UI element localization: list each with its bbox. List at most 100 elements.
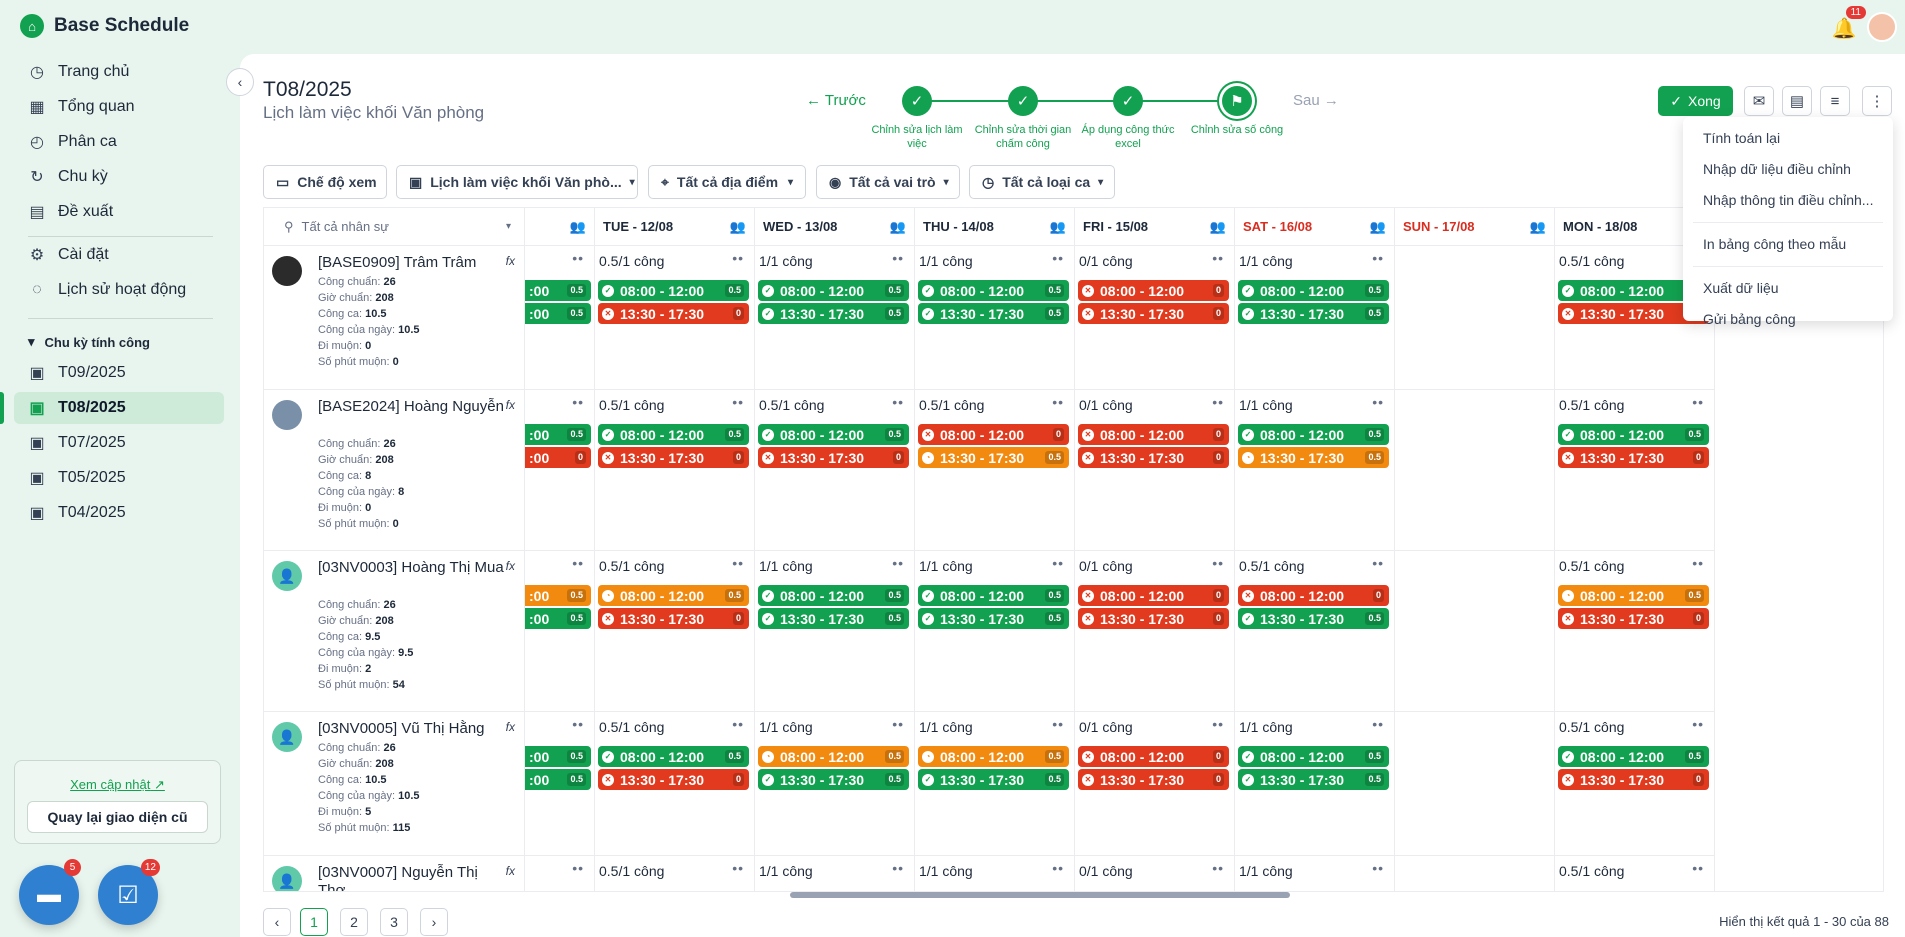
brand[interactable]: ⌂ Base Schedule bbox=[20, 14, 189, 38]
sidebar-item-cycle[interactable]: ↻ Chu kỳ bbox=[14, 161, 224, 193]
sidebar-cycle-t07[interactable]: ▣ T07/2025 bbox=[14, 427, 224, 459]
back-old-ui-button[interactable]: Quay lại giao diện cũ bbox=[27, 801, 208, 833]
cell-menu-icon[interactable]: •• bbox=[1372, 250, 1384, 266]
formula-icon[interactable]: fx bbox=[505, 398, 515, 412]
cell-menu-icon[interactable]: •• bbox=[572, 716, 584, 732]
shift-chip[interactable]: ✓ 08:00 - 12:00 0.5 bbox=[598, 746, 749, 767]
day-cell[interactable]: 1/1 công •• ✓ 08:00 - 12:00 0.5 ✓ 13:30 - 17:3… bbox=[915, 551, 1075, 712]
cell-menu-icon[interactable]: •• bbox=[892, 394, 904, 410]
day-cell[interactable]: 0.5/1 công •• ✕ 08:00 - 12:00 0 ◔ 13:30 - 17:3… bbox=[915, 390, 1075, 551]
page-1-button[interactable]: 1 bbox=[300, 908, 328, 936]
user-avatar[interactable] bbox=[1867, 12, 1897, 42]
day-cell[interactable]: 1/1 công •• ✓ 08:00 - 12:00 0.5 ✓ 13:30 - 17:3… bbox=[755, 551, 915, 712]
page-2-button[interactable]: 2 bbox=[340, 908, 368, 936]
cell-menu-icon[interactable]: •• bbox=[732, 394, 744, 410]
employee-row[interactable]: 👤 [03NV0005] Vũ Thị Hằng fx Công chuẩn: 26 G… bbox=[264, 712, 525, 856]
shift-chip[interactable]: ✕ 08:00 - 12:00 0 bbox=[1078, 585, 1229, 606]
shift-chip[interactable]: ✓ 08:00 - 12:00 0.5 bbox=[1558, 746, 1709, 767]
export-file-button[interactable]: ▤ bbox=[1782, 86, 1812, 116]
shift-chip[interactable]: ✓ 13:30 - 17:30 0.5 bbox=[1238, 608, 1389, 629]
employee-row[interactable]: 👤 [03NV0003] Hoàng Thị Mua fx Công chuẩn: 2… bbox=[264, 551, 525, 712]
view-mode-button[interactable]: ▭ Chế độ xem bbox=[263, 165, 387, 199]
day-cell[interactable]: 1/1 công •• ✓ 08:00 - 12:00 0.5 ✓ 13:30 - 17:3… bbox=[1235, 712, 1395, 856]
cell-menu-icon[interactable]: •• bbox=[1052, 555, 1064, 571]
day-cell[interactable] bbox=[1395, 390, 1555, 551]
shift-chip[interactable]: ◔ 08:00 - 12:00 0.5 bbox=[1558, 585, 1709, 606]
formula-icon[interactable]: fx bbox=[505, 559, 515, 573]
cell-menu-icon[interactable]: •• bbox=[732, 250, 744, 266]
shift-chip-partial[interactable]: :00 0.5 bbox=[525, 769, 591, 790]
shift-chip[interactable]: ✓ 08:00 - 12:00 0.5 bbox=[1238, 424, 1389, 445]
shift-chip[interactable]: ◔ 08:00 - 12:00 0.5 bbox=[918, 746, 1069, 767]
employee-row[interactable]: [BASE0909] Trâm Trâm fx Công chuẩn: 26 Giờ … bbox=[264, 246, 525, 390]
cell-menu-icon[interactable]: •• bbox=[892, 250, 904, 266]
sidebar-item-activity[interactable]: ◌ Lịch sử hoạt động bbox=[14, 274, 224, 306]
employee-row[interactable]: 👤 [03NV0007] Nguyễn Thị Thơ fx bbox=[264, 856, 525, 891]
shift-type-filter[interactable]: ◷ Tất cả loại ca ▾ bbox=[969, 165, 1115, 199]
shift-chip-partial[interactable]: :00 0.5 bbox=[525, 280, 591, 301]
shift-chip-partial[interactable]: :00 0 bbox=[525, 447, 591, 468]
cell-menu-icon[interactable]: •• bbox=[1372, 555, 1384, 571]
shift-chip[interactable]: ✕13:30 - 17:300 bbox=[1558, 303, 1709, 324]
menu-import-adjust-data[interactable]: Nhập dữ liệu điều chỉnh bbox=[1703, 161, 1851, 177]
step-3-check-icon[interactable]: ✓ bbox=[1113, 86, 1143, 116]
shift-chip[interactable]: ✕ 08:00 - 12:00 0 bbox=[1238, 585, 1389, 606]
shift-chip[interactable]: ◔ 13:30 - 17:30 0.5 bbox=[918, 447, 1069, 468]
day-cell[interactable] bbox=[1395, 246, 1555, 390]
more-button[interactable]: ⋮ bbox=[1862, 86, 1892, 116]
shift-chip[interactable]: ✓ 13:30 - 17:30 0.5 bbox=[758, 608, 909, 629]
people-icon[interactable]: 👥 bbox=[1369, 218, 1386, 234]
step-4-flag-icon[interactable]: ⚑ bbox=[1222, 86, 1252, 116]
cell-menu-icon[interactable]: •• bbox=[1212, 250, 1224, 266]
people-icon[interactable]: 👥 bbox=[1049, 218, 1066, 234]
cell-menu-icon[interactable]: •• bbox=[1692, 394, 1704, 410]
sidebar-item-proposal[interactable]: ▤ Đề xuất bbox=[14, 196, 224, 228]
shift-chip[interactable]: ✓ 08:00 - 12:00 0.5 bbox=[918, 585, 1069, 606]
employee-search[interactable]: ⚲ Tất cả nhân sự ▾ bbox=[264, 208, 525, 246]
cell-menu-icon[interactable]: •• bbox=[1692, 860, 1704, 876]
day-cell[interactable]: 0.5/1 công •• ✓ 08:00 - 12:00 0.5 ✕ 13:30 - 17… bbox=[1555, 712, 1715, 856]
shift-chip[interactable]: ✓ 08:00 - 12:00 0.5 bbox=[758, 280, 909, 301]
shift-chip[interactable]: ◔ 13:30 - 17:30 0.5 bbox=[1238, 447, 1389, 468]
cell-menu-icon[interactable]: •• bbox=[1052, 716, 1064, 732]
shift-chip-partial[interactable]: :00 0.5 bbox=[525, 608, 591, 629]
day-cell[interactable]: 0.5/1 công •• bbox=[595, 856, 755, 891]
shift-chip[interactable]: ✓ 13:30 - 17:30 0.5 bbox=[918, 303, 1069, 324]
shift-chip[interactable]: ✓ 08:00 - 12:00 0.5 bbox=[758, 424, 909, 445]
day-cell[interactable]: 0.5/1 công •• ✓ 08:00 - 12:00 0.5 ✕ 13:30 - 17… bbox=[595, 390, 755, 551]
cell-menu-icon[interactable]: •• bbox=[1692, 555, 1704, 571]
day-cell[interactable]: 0.5/1 công •• ✓ 08:00 - 12:00 0.5 ✕ 13:30 - 17… bbox=[755, 390, 915, 551]
shift-chip[interactable]: ✕ 08:00 - 12:00 0 bbox=[1078, 280, 1229, 301]
chat-button[interactable]: ▬ 5 bbox=[19, 859, 81, 925]
day-cell[interactable]: 0/1 công •• ✕ 08:00 - 12:00 0 ✕ 13:30 - 17:30 0 bbox=[1075, 246, 1235, 390]
day-cell[interactable]: 0/1 công •• ✕ 08:00 - 12:00 0 ✕ 13:30 - 17:30 0 bbox=[1075, 551, 1235, 712]
cell-menu-icon[interactable]: •• bbox=[1212, 716, 1224, 732]
cell-menu-icon[interactable]: •• bbox=[1212, 860, 1224, 876]
formula-icon[interactable]: fx bbox=[505, 254, 515, 268]
cell-menu-icon[interactable]: •• bbox=[1212, 555, 1224, 571]
shift-chip[interactable]: ✓ 13:30 - 17:30 0.5 bbox=[758, 769, 909, 790]
shift-chip[interactable]: ✓ 08:00 - 12:00 0.5 bbox=[1238, 746, 1389, 767]
sidebar-item-home[interactable]: ◷ Trang chủ bbox=[14, 56, 224, 88]
day-cell[interactable]: 0.5/1 công •• bbox=[1555, 856, 1715, 891]
formula-icon[interactable]: fx bbox=[505, 720, 515, 734]
day-cell[interactable]: 0.5/1 công •• ◔ 08:00 - 12:00 0.5 ✕ 13:30 - 17… bbox=[595, 551, 755, 712]
done-button[interactable]: ✓ Xong bbox=[1658, 86, 1733, 116]
day-cell[interactable]: 1/1 công •• ◔ 08:00 - 12:00 0.5 ✓ 13:30 - 17:3… bbox=[755, 712, 915, 856]
people-icon[interactable]: 👥 bbox=[1529, 218, 1546, 234]
shift-chip[interactable]: ✓ 08:00 - 12:00 0.5 bbox=[598, 424, 749, 445]
menu-import-adjust-info[interactable]: Nhập thông tin điều chỉnh... bbox=[1703, 192, 1874, 208]
shift-chip-partial[interactable]: :00 0.5 bbox=[525, 303, 591, 324]
cell-menu-icon[interactable]: •• bbox=[572, 250, 584, 266]
sidebar-cycle-t05[interactable]: ▣ T05/2025 bbox=[14, 462, 224, 494]
horizontal-scrollbar[interactable] bbox=[790, 892, 1290, 898]
menu-export-data[interactable]: Xuất dữ liệu bbox=[1703, 280, 1779, 296]
send-mail-button[interactable]: ✉ bbox=[1744, 86, 1774, 116]
